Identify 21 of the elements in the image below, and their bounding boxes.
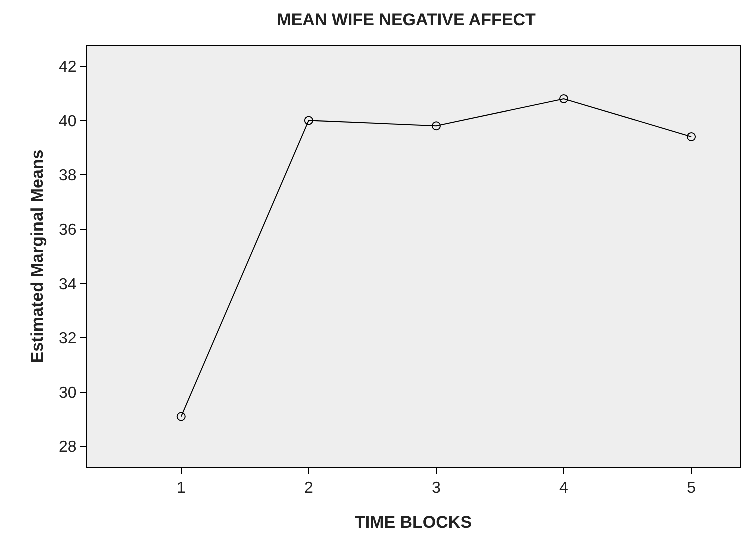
x-tick-label: 4: [560, 480, 569, 498]
x-axis-title: TIME BLOCKS: [354, 513, 472, 532]
x-tick-label: 1: [176, 480, 186, 498]
point: [687, 132, 696, 142]
y-tick-label: 38: [59, 168, 77, 185]
y-tick-label: 28: [59, 439, 77, 456]
point: [176, 412, 186, 422]
y-tick-label: 36: [59, 222, 77, 239]
point: [304, 116, 314, 126]
point: [432, 122, 441, 131]
y-tick-label: 32: [59, 330, 77, 348]
y-axis-title: Estimated Marginal Means: [28, 150, 47, 364]
y-tick-label: 42: [59, 58, 77, 76]
y-tick-label: 30: [59, 384, 77, 402]
x-tick-label: 5: [687, 480, 696, 498]
x-tick-label: 3: [432, 480, 442, 498]
y-tick-label: 40: [59, 113, 77, 130]
y-tick-label: 34: [59, 276, 77, 294]
chart-title: MEAN WIFE NEGATIVE AFFECT: [277, 10, 537, 30]
point: [560, 94, 568, 104]
x-tick-label: 2: [304, 480, 314, 498]
